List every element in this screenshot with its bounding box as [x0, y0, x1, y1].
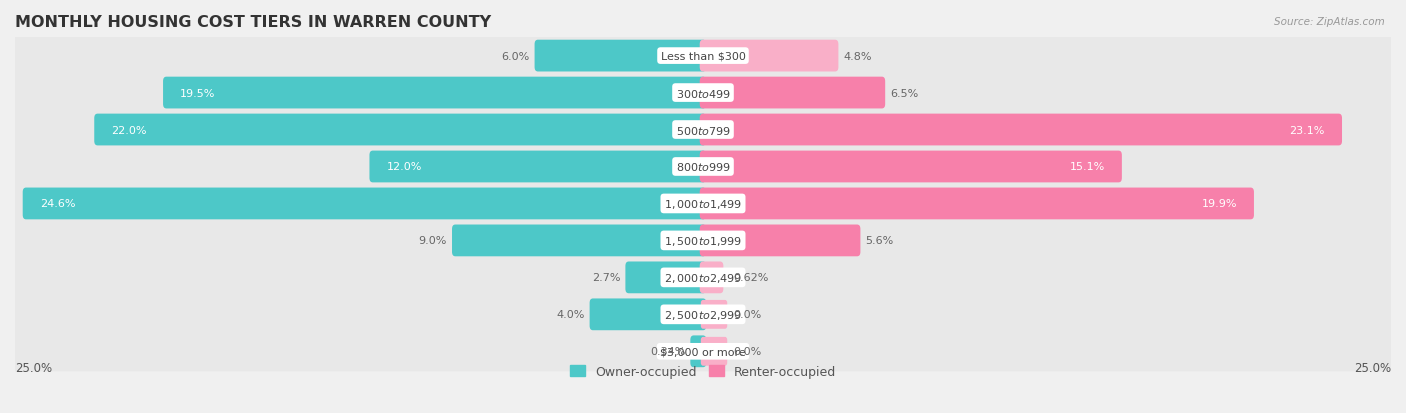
Text: MONTHLY HOUSING COST TIERS IN WARREN COUNTY: MONTHLY HOUSING COST TIERS IN WARREN COU… [15, 15, 491, 30]
FancyBboxPatch shape [370, 151, 706, 183]
Text: $300 to $499: $300 to $499 [675, 87, 731, 99]
FancyBboxPatch shape [163, 78, 706, 109]
Text: $800 to $999: $800 to $999 [675, 161, 731, 173]
Text: $3,000 or more: $3,000 or more [661, 347, 745, 356]
Text: 5.6%: 5.6% [865, 236, 894, 246]
Text: 6.0%: 6.0% [502, 52, 530, 62]
FancyBboxPatch shape [626, 262, 706, 294]
FancyBboxPatch shape [690, 336, 706, 367]
Text: $2,500 to $2,999: $2,500 to $2,999 [664, 308, 742, 321]
Text: 25.0%: 25.0% [1354, 361, 1391, 374]
FancyBboxPatch shape [700, 40, 838, 72]
Text: 9.0%: 9.0% [419, 236, 447, 246]
FancyBboxPatch shape [534, 40, 706, 72]
FancyBboxPatch shape [3, 184, 1403, 224]
Text: 0.62%: 0.62% [734, 273, 769, 282]
Text: Source: ZipAtlas.com: Source: ZipAtlas.com [1274, 17, 1385, 26]
FancyBboxPatch shape [451, 225, 706, 257]
Text: $1,500 to $1,999: $1,500 to $1,999 [664, 234, 742, 247]
Text: 23.1%: 23.1% [1289, 125, 1324, 135]
Text: 24.6%: 24.6% [39, 199, 76, 209]
Text: $1,000 to $1,499: $1,000 to $1,499 [664, 197, 742, 211]
FancyBboxPatch shape [3, 147, 1403, 187]
FancyBboxPatch shape [700, 188, 1254, 220]
FancyBboxPatch shape [3, 36, 1403, 76]
Text: 19.5%: 19.5% [180, 88, 215, 98]
Text: 25.0%: 25.0% [15, 361, 52, 374]
Text: 6.5%: 6.5% [890, 88, 918, 98]
FancyBboxPatch shape [700, 225, 860, 257]
Text: 0.0%: 0.0% [734, 310, 762, 320]
FancyBboxPatch shape [3, 221, 1403, 261]
Text: 2.7%: 2.7% [592, 273, 620, 282]
FancyBboxPatch shape [94, 114, 706, 146]
Text: Less than $300: Less than $300 [661, 52, 745, 62]
FancyBboxPatch shape [22, 188, 706, 220]
Text: 12.0%: 12.0% [387, 162, 422, 172]
FancyBboxPatch shape [3, 110, 1403, 150]
FancyBboxPatch shape [700, 300, 727, 329]
Text: 22.0%: 22.0% [111, 125, 146, 135]
Text: 0.0%: 0.0% [734, 347, 762, 356]
FancyBboxPatch shape [589, 299, 706, 330]
Text: $2,000 to $2,499: $2,000 to $2,499 [664, 271, 742, 284]
FancyBboxPatch shape [3, 332, 1403, 371]
FancyBboxPatch shape [3, 258, 1403, 298]
Legend: Owner-occupied, Renter-occupied: Owner-occupied, Renter-occupied [569, 365, 837, 378]
FancyBboxPatch shape [700, 151, 1122, 183]
Text: $500 to $799: $500 to $799 [675, 124, 731, 136]
FancyBboxPatch shape [3, 74, 1403, 113]
FancyBboxPatch shape [700, 262, 723, 294]
FancyBboxPatch shape [700, 337, 727, 366]
FancyBboxPatch shape [700, 114, 1341, 146]
Text: 4.0%: 4.0% [557, 310, 585, 320]
Text: 0.34%: 0.34% [650, 347, 685, 356]
Text: 4.8%: 4.8% [844, 52, 872, 62]
FancyBboxPatch shape [700, 78, 886, 109]
Text: 15.1%: 15.1% [1070, 162, 1105, 172]
FancyBboxPatch shape [3, 294, 1403, 335]
Text: 19.9%: 19.9% [1201, 199, 1237, 209]
